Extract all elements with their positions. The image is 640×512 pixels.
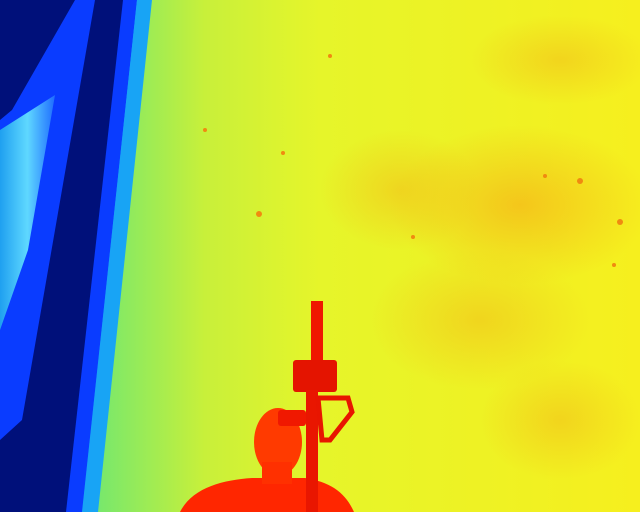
window-inner-frame <box>0 0 95 440</box>
hot-spot-5 <box>480 360 640 480</box>
hot-spot-2 <box>320 130 480 250</box>
window-glass <box>0 95 55 330</box>
device-handle <box>315 395 355 443</box>
frame-edge-light <box>82 0 152 512</box>
device-body <box>293 360 337 392</box>
wall-dots <box>203 54 623 267</box>
hot-spot-3 <box>370 250 590 390</box>
device-pole-bottom <box>306 390 318 512</box>
frame-edge <box>66 0 137 512</box>
device-grip <box>278 410 306 426</box>
person-neck <box>262 462 292 484</box>
device-pole-top <box>311 301 323 365</box>
device <box>278 301 355 512</box>
hot-spot-4 <box>470 15 640 105</box>
